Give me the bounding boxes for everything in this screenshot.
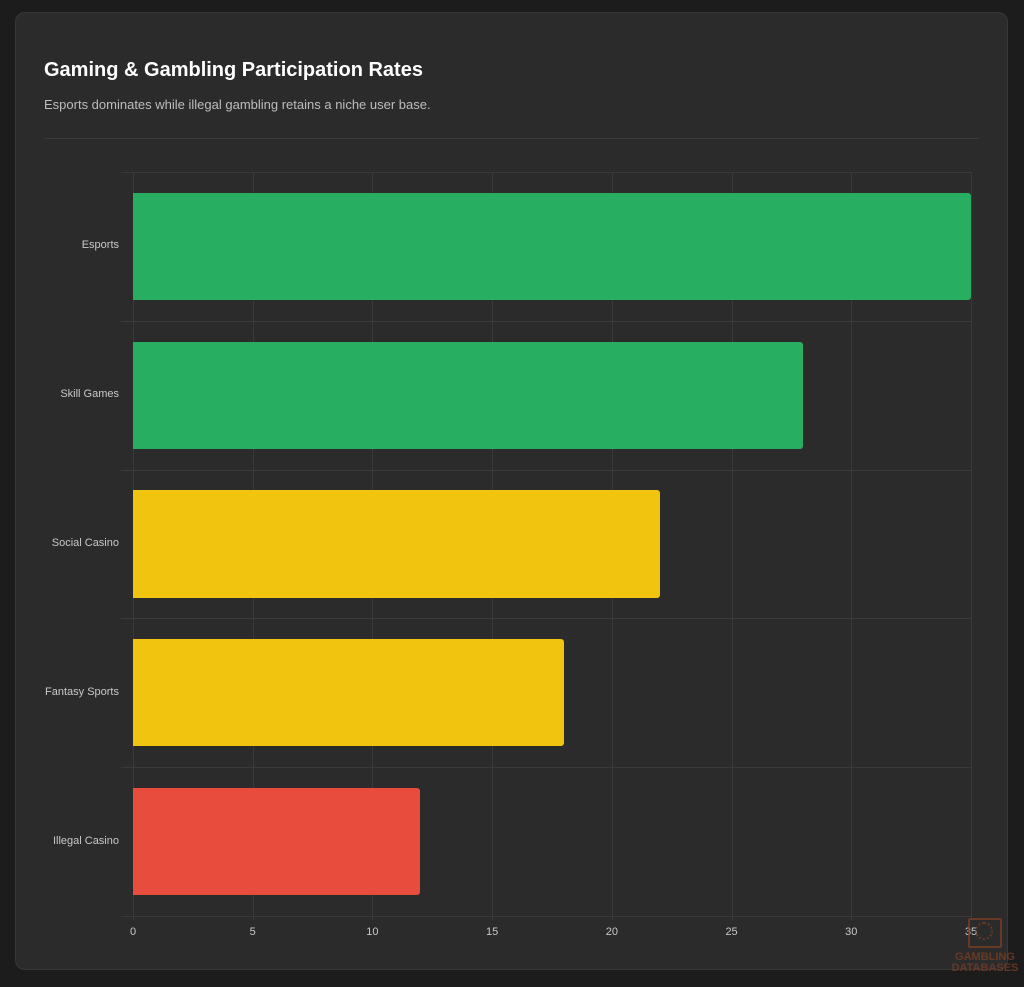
vertical-gridline <box>971 172 972 920</box>
x-tick-label: 15 <box>486 926 499 938</box>
horizontal-gridline <box>121 172 971 173</box>
horizontal-gridline <box>121 916 971 917</box>
chart-title: Gaming & Gambling Participation Rates <box>44 59 423 81</box>
y-category-label: Skill Games <box>60 388 119 401</box>
x-tick-label: 25 <box>725 926 738 938</box>
chart-card: Gaming & Gambling Participation Rates Es… <box>15 12 1008 970</box>
vertical-gridline <box>851 172 853 920</box>
plot-area: 0 5 10 15 20 25 30 35 Esports Skill Games Social C… <box>45 172 977 938</box>
y-category-label: Esports <box>81 239 119 252</box>
x-tick-label: 5 <box>249 926 256 938</box>
x-tick-label: 35 <box>964 926 978 938</box>
watermark-line2: DATABASES <box>951 962 1019 974</box>
horizontal-gridline <box>121 618 971 620</box>
x-tick-label: 20 <box>605 926 618 938</box>
watermark-line1: GAMBLING <box>955 951 1015 963</box>
bar-fantasy-sports[interactable] <box>133 639 564 747</box>
y-category-label: Fantasy Sports <box>45 685 119 698</box>
x-tick-label: 10 <box>366 926 379 938</box>
x-tick-label: 30 <box>845 926 858 938</box>
x-tick-label: 0 <box>129 926 137 938</box>
horizontal-gridline <box>121 469 971 471</box>
chart-subtitle: Esports dominates while illegal gambling… <box>44 97 431 112</box>
y-category-label: Illegal Casino <box>52 834 119 847</box>
bar-illegal-casino[interactable] <box>133 788 421 896</box>
monitor-chip-icon <box>968 918 1002 948</box>
bar-esports[interactable] <box>133 192 971 300</box>
horizontal-gridline <box>121 320 971 322</box>
horizontal-gridline <box>121 767 971 769</box>
vertical-gridline <box>731 172 733 920</box>
y-category-label: Social Casino <box>51 537 119 549</box>
bar-social-casino[interactable] <box>133 490 660 598</box>
bar-skill-games[interactable] <box>133 341 804 449</box>
header-divider <box>44 138 979 139</box>
watermark: GAMBLING DATABASES <box>950 918 1020 974</box>
